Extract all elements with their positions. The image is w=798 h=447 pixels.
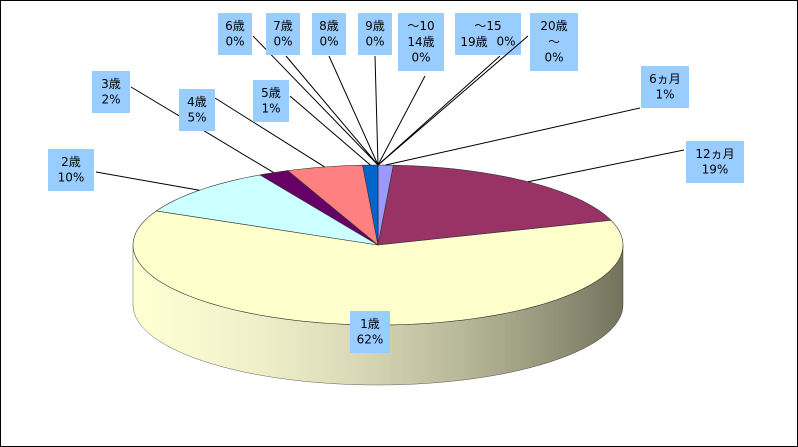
leader-line bbox=[377, 35, 529, 166]
value-label: 0% bbox=[411, 51, 430, 65]
label-box bbox=[398, 13, 444, 71]
label-box bbox=[266, 13, 300, 55]
category-label: 6ヵ月 bbox=[649, 72, 681, 86]
slice-side-shade bbox=[133, 245, 623, 385]
value-label: 1% bbox=[261, 102, 280, 116]
leader-line bbox=[377, 55, 501, 166]
category-line: 8歳 bbox=[319, 19, 339, 33]
category-line: 5歳 bbox=[261, 86, 281, 100]
category-line: 20歳 bbox=[540, 19, 567, 33]
label-box bbox=[686, 141, 744, 183]
category-label: ～15 19歳 bbox=[460, 19, 501, 49]
category-line: 14歳 bbox=[407, 35, 434, 49]
label-box bbox=[530, 13, 578, 71]
label-box bbox=[455, 13, 521, 55]
label-box bbox=[48, 149, 94, 191]
label-box bbox=[350, 311, 390, 353]
leader-line bbox=[328, 55, 379, 166]
category-line: ～10 bbox=[407, 19, 434, 33]
value-label: 10% bbox=[58, 171, 85, 185]
leader-line bbox=[214, 97, 325, 168]
value-label: 0% bbox=[273, 35, 292, 49]
category-line: 3歳 bbox=[101, 77, 121, 91]
category-label: 6歳 bbox=[225, 19, 245, 33]
label-box bbox=[641, 66, 689, 108]
leader-line bbox=[528, 149, 685, 183]
value-label: 0% bbox=[319, 35, 338, 49]
category-line: 6ヵ月 bbox=[649, 72, 681, 86]
value-label: 0% bbox=[225, 35, 244, 49]
category-label: 8歳 bbox=[319, 19, 339, 33]
category-label: 12ヵ月 bbox=[695, 147, 734, 161]
category-label: 4歳 bbox=[187, 95, 207, 109]
value-label: 0% bbox=[496, 35, 515, 49]
category-line: 4歳 bbox=[187, 95, 207, 109]
category-line: 19歳 bbox=[460, 35, 487, 49]
pie-tops bbox=[132, 164, 624, 326]
label-box bbox=[92, 71, 130, 113]
label-box bbox=[253, 80, 289, 122]
category-label: 7歳 bbox=[273, 19, 293, 33]
value-label: 62% bbox=[357, 333, 384, 347]
value-label: 19% bbox=[702, 163, 729, 177]
labels: 6ヵ月 1% 12ヵ月 19% 1歳 62% 2歳 10% 3歳 2% 4歳 5% 5歳 1% 6歳 0% 7歳… bbox=[48, 13, 744, 353]
category-line: ～15 bbox=[474, 19, 501, 33]
slice bbox=[155, 174, 379, 246]
value-label: 2% bbox=[101, 93, 120, 107]
category-label: 3歳 bbox=[101, 77, 121, 91]
label-box bbox=[312, 13, 346, 55]
category-label: 9歳 bbox=[365, 19, 385, 33]
category-line: ～ bbox=[548, 35, 560, 49]
category-line: 2歳 bbox=[61, 155, 81, 169]
value-label: 1% bbox=[655, 88, 674, 102]
leader-line bbox=[374, 55, 379, 166]
category-line: 7歳 bbox=[273, 19, 293, 33]
category-line: 6歳 bbox=[225, 19, 245, 33]
category-label: ～10 14歳 bbox=[407, 19, 434, 49]
category-line: 12ヵ月 bbox=[695, 147, 734, 161]
label-box bbox=[179, 89, 215, 131]
slice bbox=[287, 164, 379, 246]
label-box bbox=[218, 13, 252, 55]
value-label: 0% bbox=[365, 35, 384, 49]
leader-line bbox=[285, 55, 379, 166]
value-label: 0% bbox=[544, 51, 563, 65]
slice bbox=[377, 164, 612, 246]
category-label: 5歳 bbox=[261, 86, 281, 100]
leader-line bbox=[289, 95, 371, 166]
leader-line bbox=[377, 75, 426, 166]
category-line: 9歳 bbox=[365, 19, 385, 33]
category-label: 2歳 bbox=[61, 155, 81, 169]
leader-line bbox=[95, 171, 200, 191]
category-line: 1歳 bbox=[360, 317, 380, 331]
leader-line bbox=[252, 35, 379, 166]
category-label: 20歳 ～ bbox=[540, 19, 567, 49]
category-label: 1歳 bbox=[360, 317, 380, 331]
label-box bbox=[358, 13, 392, 55]
leader-line bbox=[385, 107, 641, 166]
value-label: 5% bbox=[187, 111, 206, 125]
